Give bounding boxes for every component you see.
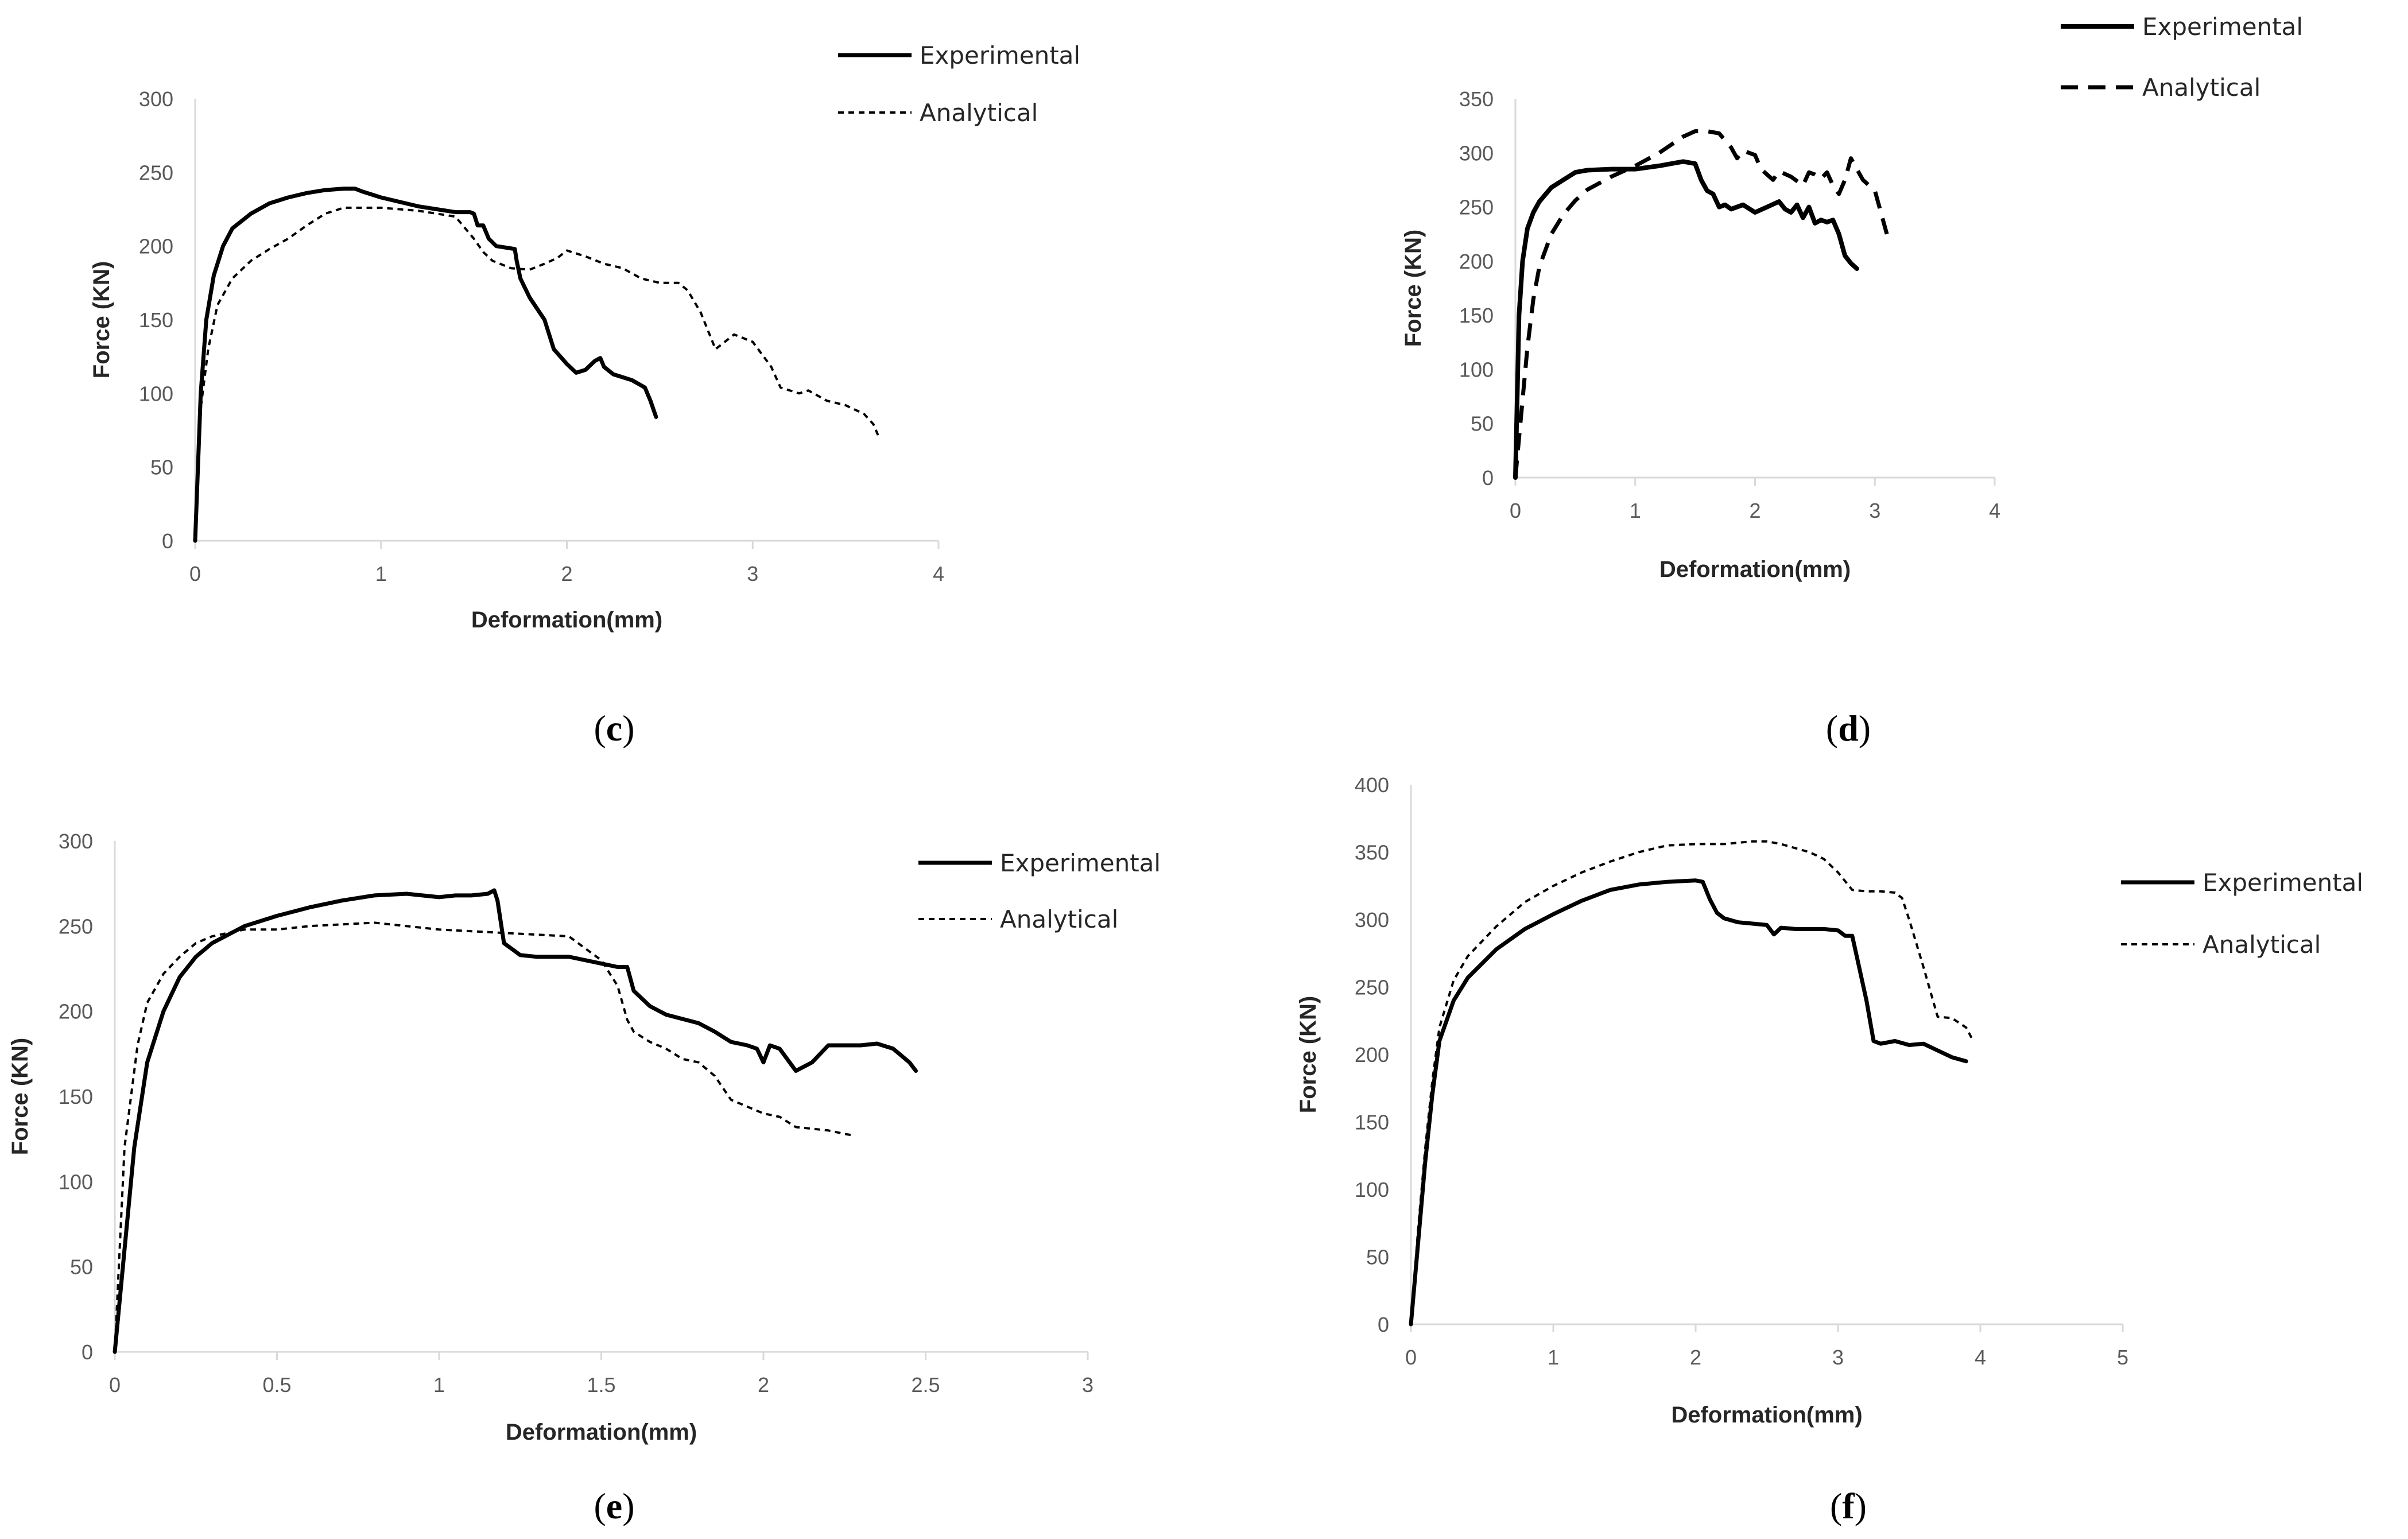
x-tick-label: 1: [433, 1373, 445, 1397]
x-tick-label: 4: [933, 562, 944, 586]
x-tick-label: 2: [1690, 1346, 1701, 1369]
y-tick-label: 100: [1459, 358, 1494, 381]
y-tick-label: 250: [1355, 976, 1389, 999]
y-tick-label: 250: [59, 914, 93, 938]
chart-panel-f: 0 50 100 150 200 250 300 350 400 0 1 2 3 4 5 Deformatio…: [1296, 773, 2363, 1526]
legend: Experimental Analytical: [2121, 869, 2363, 959]
legend: Experimental Analytical: [918, 849, 1161, 933]
legend-label: Analytical: [1000, 905, 1118, 933]
y-tick-label: 300: [59, 829, 93, 853]
series-line-analytical: [194, 206, 881, 541]
series-line-analytical: [114, 921, 855, 1352]
y-axis-title: Force (KN): [1401, 230, 1426, 347]
y-tick-label: 350: [1355, 841, 1389, 865]
y-tick-label: 200: [59, 1000, 93, 1024]
legend-label: Analytical: [2203, 931, 2321, 959]
y-axis-title: Force (KN): [7, 1038, 33, 1155]
x-tick-label: 3: [1869, 499, 1880, 522]
series-line-experimental: [1513, 159, 1859, 480]
legend-label: Experimental: [2203, 869, 2363, 897]
y-tick-label: 150: [59, 1085, 93, 1108]
x-axis-title: Deformation(mm): [506, 1420, 697, 1445]
chart-panel-c: 0 50 100 150 200 250 300 0 1 2 3 4 Deformation(mm) Fo…: [89, 41, 1080, 749]
x-tick-label: 1: [375, 562, 387, 586]
x-tick-label: 2.5: [911, 1373, 940, 1397]
x-tick-label: 1: [1630, 499, 1641, 522]
y-tick-label: 400: [1355, 773, 1389, 797]
y-tick-label: 200: [1459, 250, 1494, 273]
x-tick-label: 0: [189, 562, 201, 586]
legend-label: Analytical: [920, 99, 1038, 127]
y-tick-label: 0: [1482, 466, 1494, 490]
y-tick-label: 0: [1378, 1313, 1389, 1336]
y-tick-label: 150: [1355, 1111, 1389, 1134]
legend-label: Experimental: [2142, 13, 2303, 41]
chart-panel-e: 0 50 100 150 200 250 300 0 0.5 1 1.5 2 2.5 3 Deformati…: [7, 829, 1161, 1526]
y-tick-label: 150: [139, 308, 173, 332]
y-tick-label: 100: [139, 382, 173, 405]
x-axis-title: Deformation(mm): [471, 607, 662, 633]
y-tick-label: 200: [1355, 1043, 1389, 1067]
x-axis-title: Deformation(mm): [1659, 557, 1851, 582]
x-tick-label: 0.5: [262, 1373, 291, 1397]
panel-label: (f): [1830, 1486, 1867, 1526]
panel-label: (c): [594, 708, 634, 749]
x-tick-label: 1: [1548, 1346, 1559, 1369]
x-tick-label: 5: [2117, 1346, 2128, 1369]
x-tick-label: 4: [1975, 1346, 1986, 1369]
y-tick-label: 200: [139, 235, 173, 258]
legend: Experimental Analytical: [838, 41, 1080, 127]
series-line-analytical: [1513, 129, 1889, 478]
x-tick-label: 3: [1832, 1346, 1844, 1369]
x-tick-label: 1.5: [587, 1373, 615, 1397]
panel-label: (e): [594, 1486, 634, 1526]
x-tick-label: 0: [1405, 1346, 1417, 1369]
y-tick-label: 250: [139, 161, 173, 184]
chart-panel-d: 0 50 100 150 200 250 300 350 0 1 2 3 4 Deformation(mm…: [1401, 13, 2303, 749]
y-tick-label: 300: [1459, 141, 1494, 165]
x-tick-label: 0: [1510, 499, 1521, 522]
y-axis-title: Force (KN): [1296, 996, 1321, 1113]
y-tick-label: 50: [70, 1255, 93, 1279]
legend-label: Analytical: [2142, 73, 2260, 102]
legend: Experimental Analytical: [2061, 13, 2303, 102]
x-axis-title: Deformation(mm): [1671, 1402, 1862, 1428]
y-tick-label: 0: [82, 1340, 93, 1364]
y-axis-title: Force (KN): [89, 261, 114, 378]
x-tick-label: 3: [1082, 1373, 1094, 1397]
y-tick-label: 50: [150, 456, 173, 479]
legend-label: Experimental: [920, 41, 1080, 69]
y-tick-label: 0: [162, 529, 173, 553]
series-line-experimental: [113, 888, 918, 1354]
x-tick-label: 2: [1749, 499, 1761, 522]
x-tick-label: 0: [109, 1373, 121, 1397]
x-tick-label: 3: [747, 562, 758, 586]
x-tick-label: 2: [561, 562, 572, 586]
y-tick-label: 50: [1471, 412, 1494, 436]
y-tick-label: 250: [1459, 196, 1494, 219]
y-tick-label: 100: [59, 1170, 93, 1193]
series-line-analytical: [1410, 840, 1975, 1325]
panel-label: (d): [1826, 708, 1871, 749]
y-tick-label: 300: [139, 87, 173, 111]
y-tick-label: 300: [1355, 908, 1389, 932]
legend-label: Experimental: [1000, 849, 1161, 877]
y-tick-label: 150: [1459, 304, 1494, 327]
series-line-experimental: [193, 187, 658, 543]
x-tick-label: 2: [758, 1373, 769, 1397]
y-tick-label: 350: [1459, 87, 1494, 111]
x-tick-label: 4: [1989, 499, 2000, 522]
series-line-experimental: [1409, 878, 1968, 1327]
y-tick-label: 100: [1355, 1178, 1389, 1201]
y-tick-label: 50: [1366, 1246, 1389, 1269]
